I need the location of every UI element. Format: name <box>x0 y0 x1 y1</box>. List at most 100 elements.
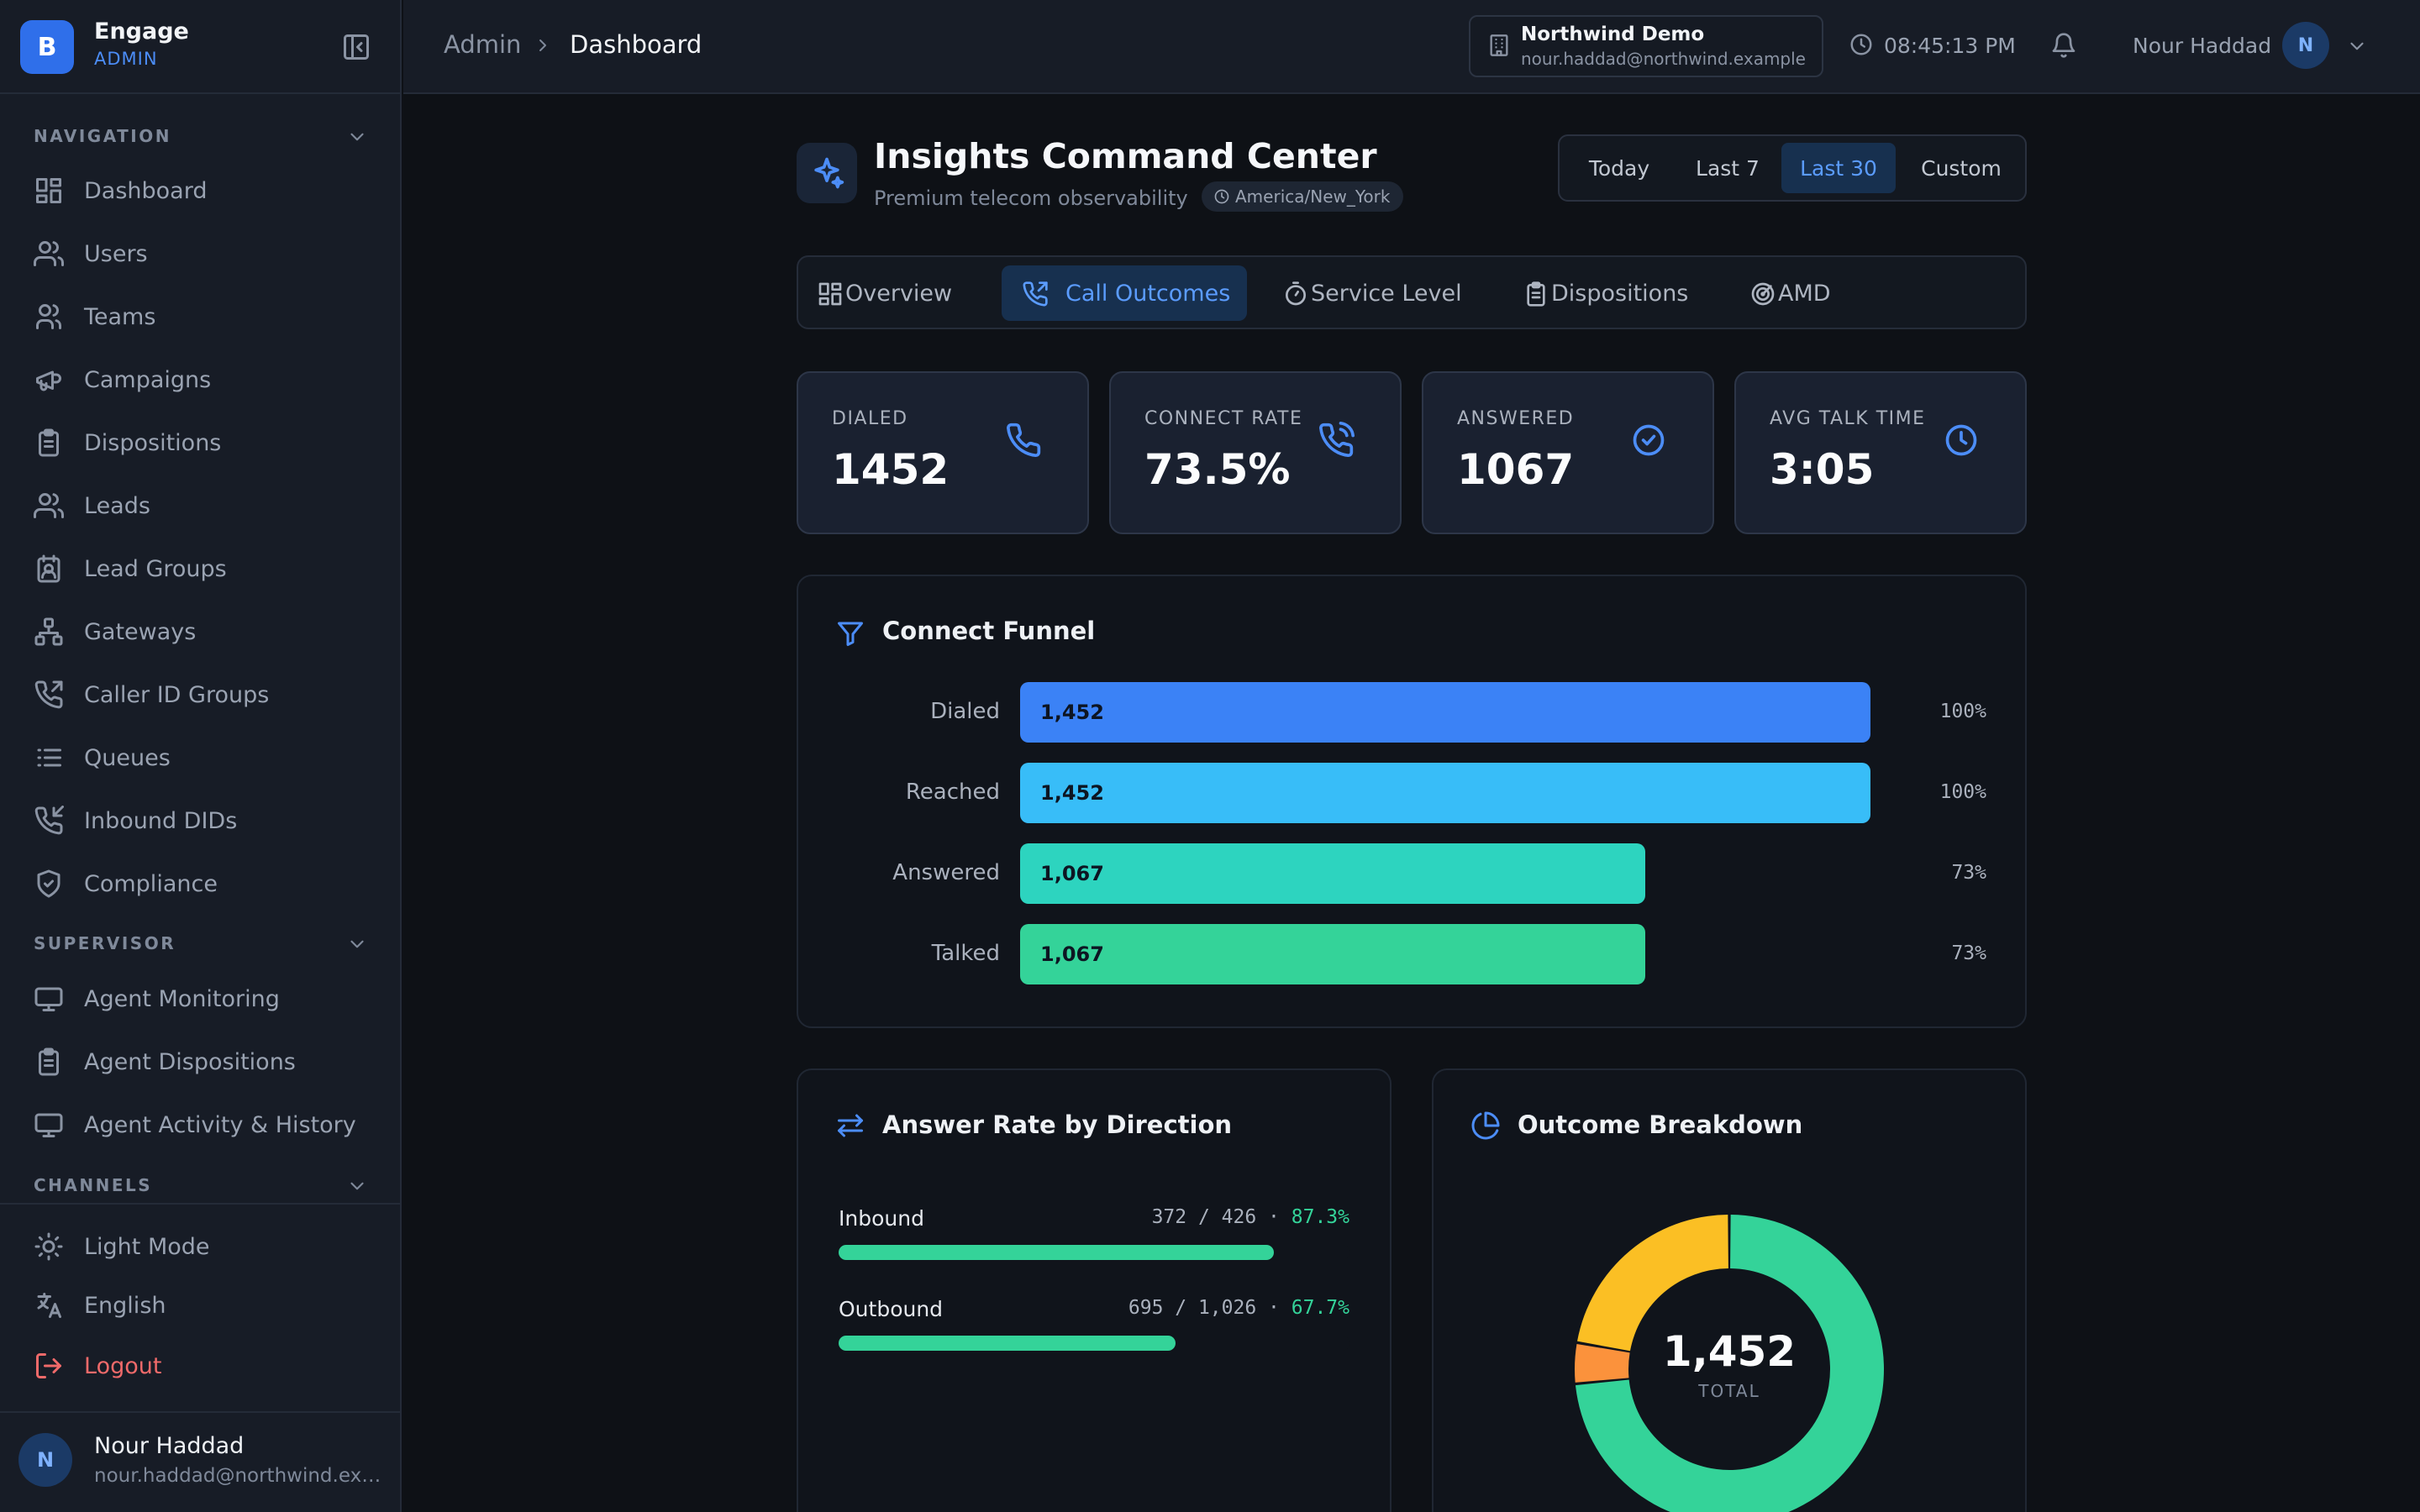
clock-icon <box>1214 189 1229 204</box>
shield-check-icon <box>37 869 60 898</box>
building-icon <box>1487 34 1511 57</box>
logout-icon <box>36 1353 61 1378</box>
bell-icon[interactable] <box>2050 32 2077 59</box>
network-icon <box>34 617 63 646</box>
page-title: Insights Command Center <box>874 136 1377 176</box>
tab-overview[interactable]: Overview <box>813 265 969 321</box>
current-time: 08:45:13 PM <box>1884 34 2016 58</box>
sidebar-item-label: Dashboard <box>84 177 208 204</box>
kpi-value: 73.5% <box>1144 445 1291 494</box>
sun-icon <box>34 1232 63 1261</box>
tab-label: Dispositions <box>1551 280 1689 307</box>
sidebar-item-leads[interactable]: Leads <box>18 480 383 532</box>
sidebar-item-label: Teams <box>84 303 156 330</box>
sidebar-item-label: Agent Dispositions <box>84 1048 296 1075</box>
dashboard-icon <box>36 178 61 203</box>
phone-outgoing-icon <box>34 680 63 709</box>
sidebar-item-gateways[interactable]: Gateways <box>18 606 383 658</box>
sidebar-item-agent-activity[interactable]: Agent Activity & History <box>18 1099 383 1151</box>
sidebar-item-dashboard[interactable]: Dashboard <box>18 165 383 217</box>
date-range-selector: Today Last 7 Last 30 Custom <box>1558 134 2027 202</box>
sidebar-item-inbound-dids[interactable]: Inbound DIDs <box>18 795 383 847</box>
sidebar-item-label: Agent Activity & History <box>84 1111 356 1138</box>
chevron-down-icon[interactable] <box>346 126 368 148</box>
sidebar-item-users[interactable]: Users <box>18 228 383 280</box>
avatar[interactable]: N <box>2282 22 2329 69</box>
funnel-bar: 1,452 <box>1020 763 1870 823</box>
chevron-down-icon[interactable] <box>346 1175 368 1197</box>
logout-button[interactable]: Logout <box>18 1341 383 1391</box>
sidebar-item-agent-monitoring[interactable]: Agent Monitoring <box>18 973 383 1025</box>
tab-call-outcomes[interactable]: Call Outcomes <box>1002 265 1248 321</box>
kpi-card-connect-rate: CONNECT RATE 73.5% <box>1109 371 1402 534</box>
filter-icon <box>838 622 863 646</box>
donut-slice[interactable] <box>1575 1343 1630 1383</box>
kpi-label: AVG TALK TIME <box>1770 408 1926 429</box>
chevron-right-icon <box>533 35 553 55</box>
breadcrumb-dashboard: Dashboard <box>570 30 702 59</box>
stopwatch-icon <box>1286 281 1306 306</box>
phone-icon <box>1007 423 1041 458</box>
sidebar-collapse-icon[interactable] <box>341 32 371 62</box>
theme-toggle-button[interactable]: Light Mode <box>18 1221 383 1272</box>
sidebar-user-card[interactable] <box>0 1411 400 1512</box>
tab-service-level[interactable]: Service Level <box>1279 265 1479 321</box>
direction-stat-count: 695 / 1,026 · <box>1128 1297 1292 1319</box>
tab-dispositions[interactable]: Dispositions <box>1519 265 1705 321</box>
kpi-card-avg-talk-time: AVG TALK TIME 3:05 <box>1734 371 2027 534</box>
sidebar-item-queues[interactable]: Queues <box>18 732 383 784</box>
org-email: nour.haddad@northwind.example <box>1521 49 1806 69</box>
card-title: Connect Funnel <box>882 617 1096 645</box>
tab-label: Service Level <box>1311 280 1462 307</box>
sidebar-item-label: Agent Monitoring <box>84 985 280 1012</box>
grid-icon <box>818 282 842 306</box>
funnel-stage-label: Dialed <box>930 699 1000 724</box>
outcome-breakdown-card <box>1432 1068 2027 1512</box>
donut-slice[interactable] <box>1575 1215 1884 1512</box>
donut-slice[interactable] <box>1577 1215 1728 1352</box>
answer-rate-card <box>797 1068 1392 1512</box>
direction-label-outbound: Outbound <box>839 1297 944 1321</box>
funnel-pct: 100% <box>1939 781 1986 803</box>
sidebar-item-caller-id-groups[interactable]: Caller ID Groups <box>18 669 383 721</box>
sidebar-item-compliance[interactable]: Compliance <box>18 858 383 910</box>
org-switcher[interactable]: Northwind Demo nour.haddad@northwind.exa… <box>1469 15 1823 77</box>
funnel-bar: 1,067 <box>1020 843 1645 904</box>
range-today-button[interactable]: Today <box>1588 155 1650 181</box>
radar-icon <box>1751 282 1775 306</box>
card-title: Outcome Breakdown <box>1518 1110 1803 1139</box>
clipboard-icon <box>1527 281 1545 307</box>
range-last30-button[interactable]: Last 30 <box>1781 143 1896 193</box>
sidebar-item-lead-groups[interactable]: Lead Groups <box>18 543 383 595</box>
sparkles-icon <box>797 143 857 203</box>
monitor-icon <box>34 1113 63 1137</box>
donut-total-label: TOTAL <box>1698 1381 1760 1401</box>
chevron-down-icon[interactable] <box>346 933 368 955</box>
direction-stat-inbound: 372 / 426 · 87.3% <box>1008 1206 1349 1228</box>
sidebar-item-dispositions[interactable]: Dispositions <box>18 417 383 469</box>
funnel-pct: 73% <box>1951 862 1986 884</box>
direction-stat-pct: 87.3% <box>1291 1206 1349 1228</box>
section-supervisor: SUPERVISOR <box>34 933 176 953</box>
card-title: Answer Rate by Direction <box>882 1110 1233 1139</box>
sidebar-footer-actions: Light Mode English Logout <box>0 1203 400 1411</box>
users-icon <box>34 493 64 518</box>
sidebar-item-campaigns[interactable]: Campaigns <box>18 354 383 406</box>
avatar: N <box>18 1433 72 1487</box>
sidebar-item-label: Compliance <box>84 870 218 897</box>
sidebar-item-label: Lead Groups <box>84 555 227 582</box>
sidebar-item-teams[interactable]: Teams <box>18 291 383 343</box>
brand-subtitle: ADMIN <box>94 49 158 69</box>
topbar-user-name[interactable]: Nour Haddad <box>2133 34 2272 58</box>
range-last7-button[interactable]: Last 7 <box>1696 155 1760 181</box>
check-circle-icon <box>1633 424 1665 456</box>
language-button[interactable]: English <box>18 1280 383 1331</box>
breadcrumb-admin[interactable]: Admin <box>444 30 522 59</box>
sidebar-item-agent-dispositions[interactable]: Agent Dispositions <box>18 1036 383 1088</box>
section-channels: CHANNELS <box>34 1175 153 1195</box>
tab-amd[interactable]: AMD <box>1746 265 1848 321</box>
sidebar-user-email: nour.haddad@northwind.example <box>94 1465 388 1487</box>
chevron-down-icon[interactable] <box>2346 35 2368 57</box>
range-custom-button[interactable]: Custom <box>1921 155 2002 181</box>
section-navigation: NAVIGATION <box>34 126 171 146</box>
